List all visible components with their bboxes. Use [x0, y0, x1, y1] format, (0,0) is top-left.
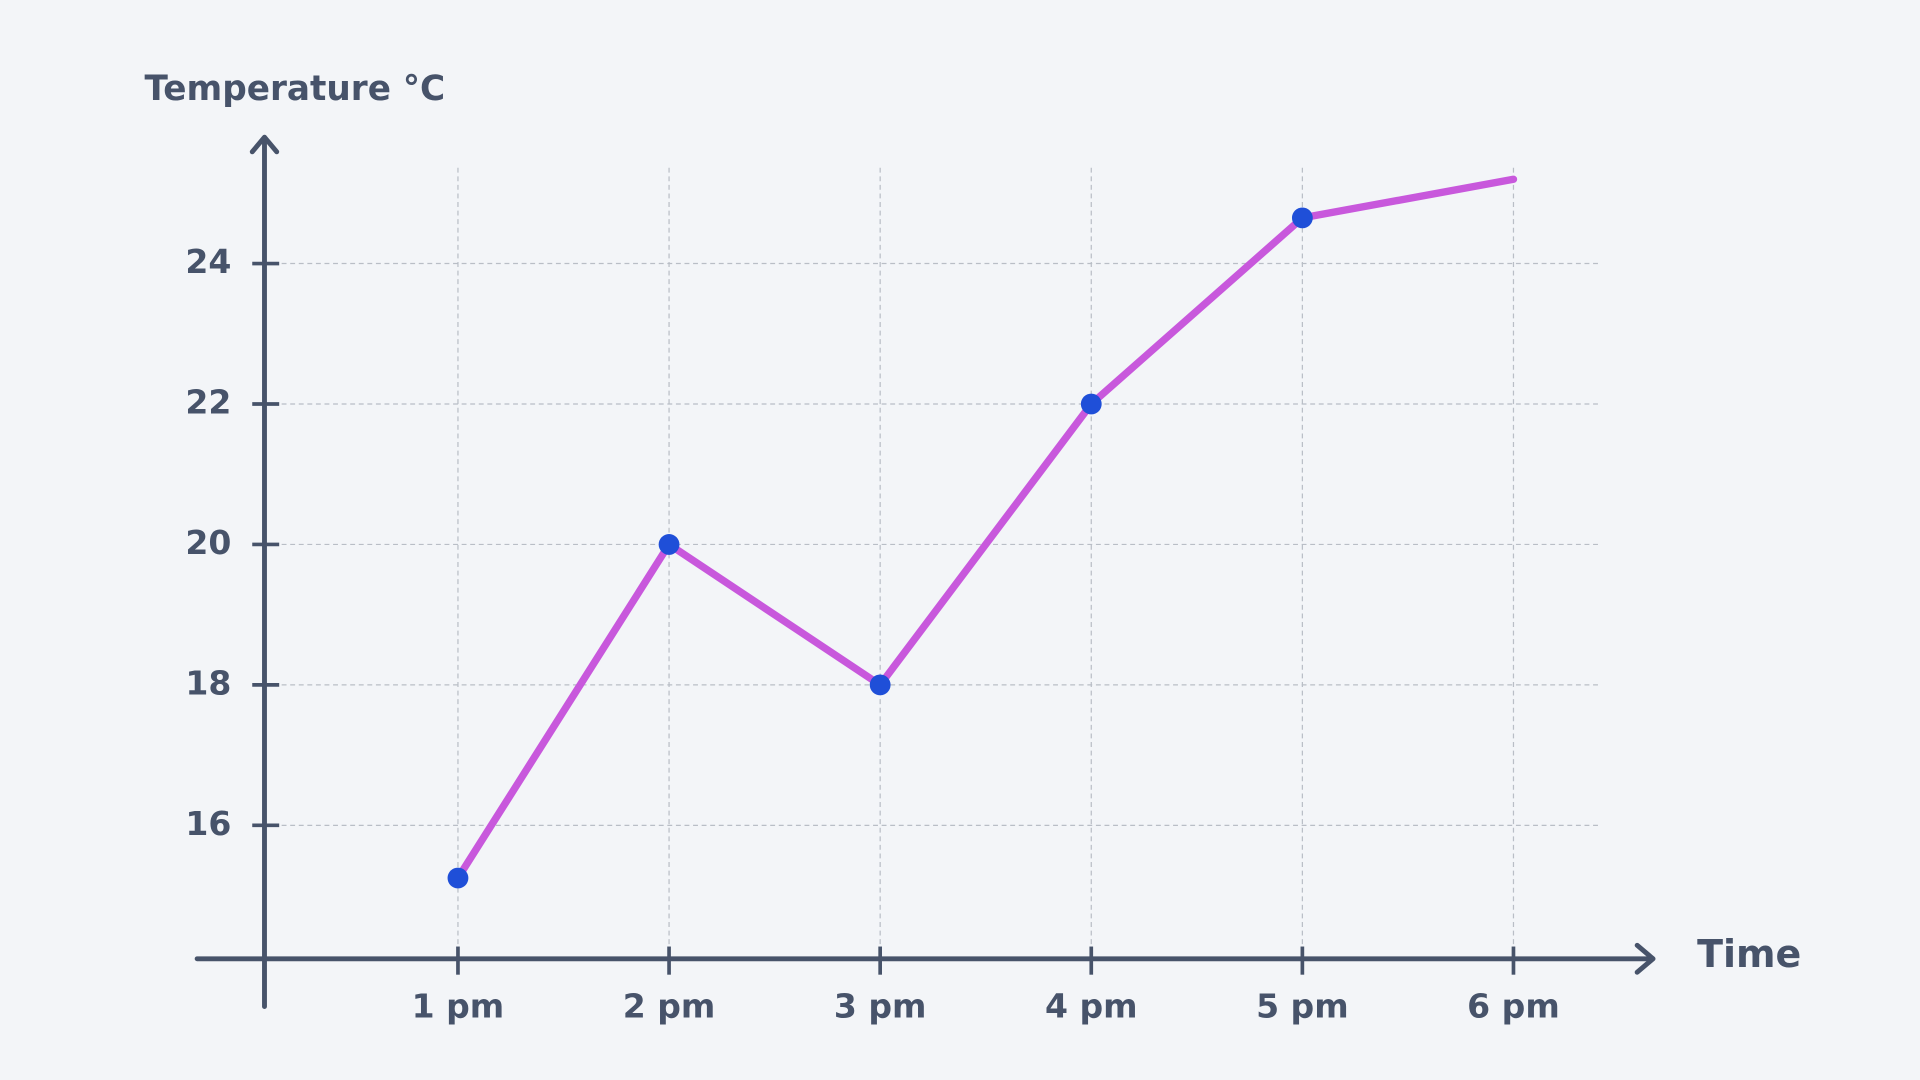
x-tick-label: 2 pm: [623, 986, 716, 1025]
point: [658, 534, 680, 555]
y-tick-label: 22: [185, 382, 231, 421]
x-tick-label: 1 pm: [412, 986, 505, 1025]
x-tick-label: 5 pm: [1256, 986, 1349, 1025]
y-tick-label: 20: [185, 523, 231, 562]
y-tick-label: 16: [185, 804, 231, 843]
x-axis-arrow: [1634, 942, 1656, 975]
line: [454, 175, 1518, 882]
point: [447, 867, 469, 889]
x-tick-label: 3 pm: [834, 986, 927, 1025]
y-tick-label: 24: [185, 242, 231, 281]
y-axis-arrow: [249, 134, 280, 155]
point: [1291, 207, 1313, 229]
point: [869, 674, 891, 696]
y-tick-label: 18: [185, 663, 231, 702]
point: [1080, 393, 1102, 415]
y-axis-label: Temperature °C: [144, 69, 445, 109]
x-tick-label: 6 pm: [1467, 986, 1560, 1025]
x-tick-label: 4 pm: [1045, 986, 1138, 1025]
x-axis-label: Time: [1697, 932, 1801, 976]
